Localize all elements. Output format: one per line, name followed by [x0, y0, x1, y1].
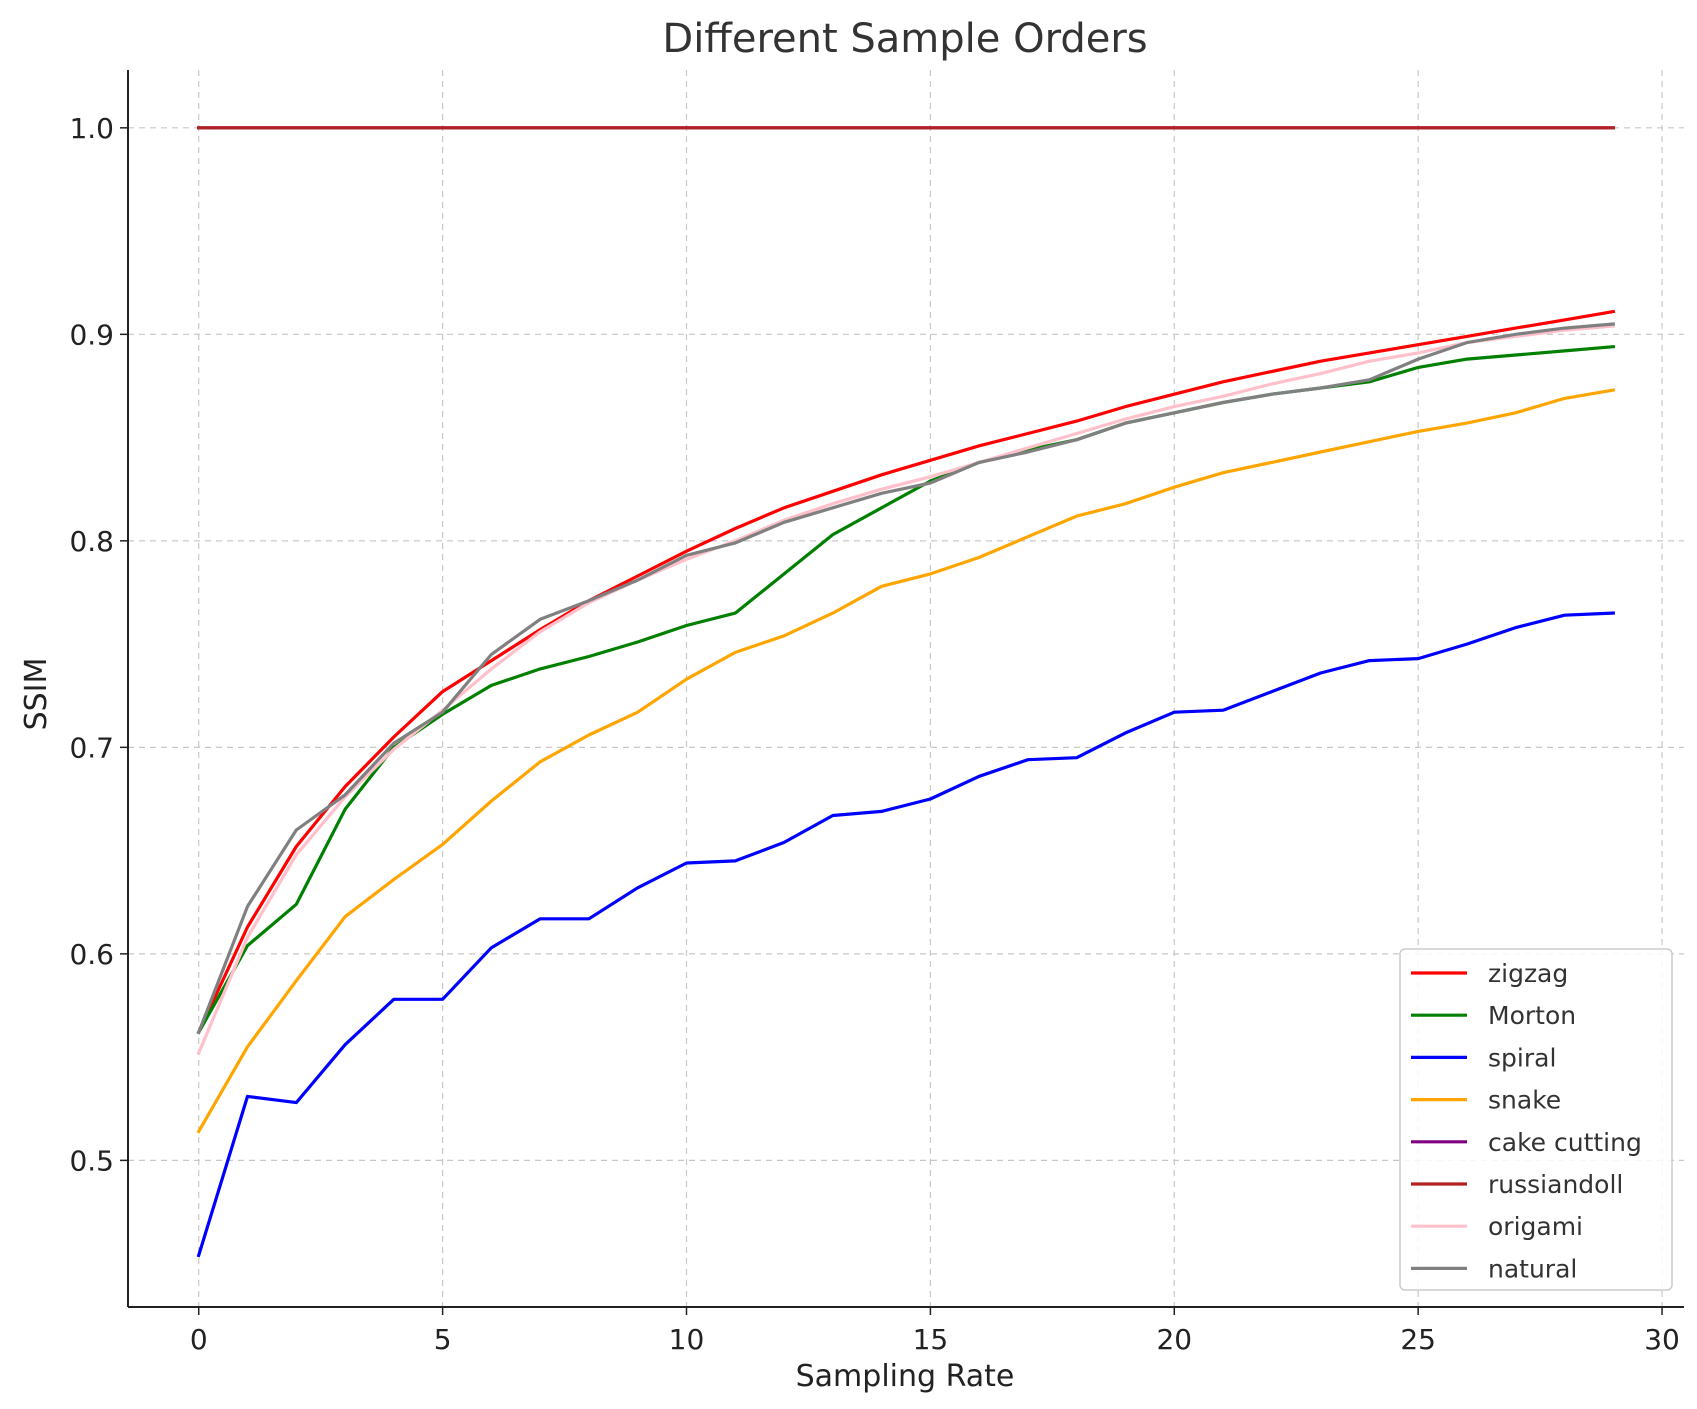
legend-label-morton: Morton — [1488, 1001, 1576, 1030]
legend-box — [1399, 948, 1673, 1291]
series-line-morton — [196, 344, 1616, 1035]
y-tick-label: 0.7 — [69, 731, 114, 764]
series-line-spiral — [196, 611, 1615, 1258]
y-tick-label: 0.9 — [69, 318, 114, 351]
x-axis-label: Sampling Rate — [796, 1359, 1015, 1394]
chart-title: Different Sample Orders — [662, 16, 1147, 62]
y-tick-label: 0.5 — [69, 1144, 114, 1177]
legend-label-russiandoll: russiandoll — [1488, 1170, 1623, 1199]
x-tick-label: 25 — [1400, 1323, 1436, 1356]
y-tick-label: 0.6 — [69, 938, 114, 971]
legend-label-cake-cutting: cake cutting — [1488, 1128, 1642, 1157]
x-tick-label: 15 — [913, 1323, 949, 1356]
axes: 0 5 10 15 20 25 30 0.5 0.6 0.7 0.8 0.9 1.0 — [69, 70, 1684, 1356]
x-tick-label: 5 — [434, 1323, 452, 1356]
legend-label-origami: origami — [1488, 1212, 1583, 1241]
legend-label-spiral: spiral — [1488, 1043, 1556, 1072]
series-line-zigzag — [196, 309, 1616, 1035]
gridlines — [128, 70, 1684, 1307]
series-line-snake — [196, 388, 1616, 1134]
legend-label-zigzag: zigzag — [1488, 959, 1568, 988]
series-line-natural — [196, 322, 1616, 1035]
x-tick-label: 0 — [190, 1323, 208, 1356]
x-tick-label: 30 — [1644, 1323, 1680, 1356]
legend-label-natural: natural — [1488, 1254, 1577, 1283]
series-lines — [196, 126, 1616, 1258]
y-axis-label: SSIM — [19, 658, 54, 731]
x-tick-label: 20 — [1156, 1323, 1192, 1356]
legend: zigzag Morton spiral snake cake cutting russi… — [1399, 948, 1673, 1291]
x-tick-label: 10 — [669, 1323, 705, 1356]
y-tick-label: 0.8 — [69, 525, 114, 558]
legend-label-snake: snake — [1488, 1086, 1561, 1115]
y-tick-label: 1.0 — [69, 112, 114, 145]
